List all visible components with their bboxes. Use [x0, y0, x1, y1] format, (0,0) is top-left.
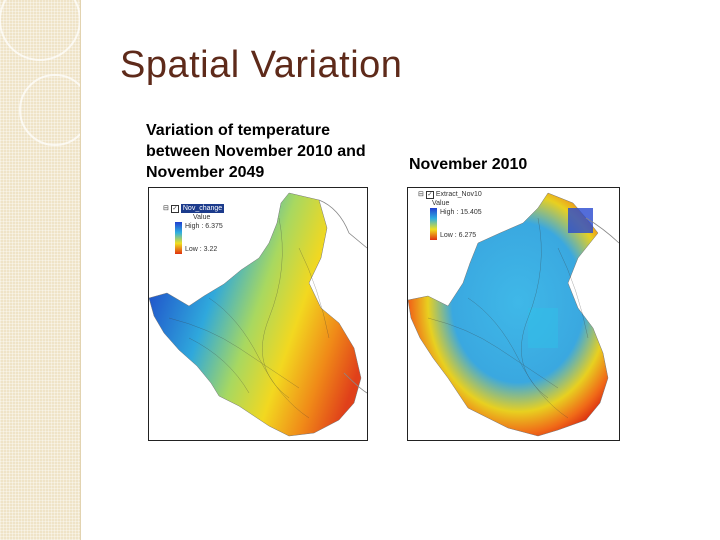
legend-field: Value	[193, 214, 211, 221]
temperature-change-map: ⊟ ✓ Nov_change Value High : 6.375 Low : …	[148, 187, 368, 441]
legend-high-label: High : 15.405	[440, 209, 482, 216]
decorative-circles	[0, 0, 80, 146]
temperature-change-map-image	[149, 192, 367, 437]
november-2010-map-image	[408, 192, 619, 437]
left-map-legend: ⊟ ✓ Nov_change Value High : 6.375 Low : …	[163, 204, 225, 254]
decorative-side-strip	[0, 0, 81, 540]
slide-title: Spatial Variation	[120, 44, 403, 86]
legend-low-label: Low : 6.275	[440, 232, 477, 239]
november-2010-map: ⊟ ✓ Extract_Nov10 Value High : 15.405 Lo…	[407, 187, 620, 441]
legend-low-label: Low : 3.22	[185, 246, 218, 253]
right-map-legend: ⊟ ✓ Extract_Nov10 Value High : 15.405 Lo…	[418, 190, 482, 240]
legend-high-label: High : 6.375	[185, 223, 223, 230]
legend-color-ramp	[430, 208, 437, 240]
legend-field: Value	[432, 200, 450, 207]
layer-visibility-checkbox[interactable]: ✓	[170, 204, 179, 213]
legend-color-ramp	[175, 222, 182, 254]
legend-layer-name: Extract_Nov10	[435, 191, 482, 198]
right-map-caption: November 2010	[409, 156, 528, 173]
layer-visibility-checkbox[interactable]: ✓	[425, 190, 434, 199]
left-map-caption: Variation of temperature between Novembe…	[146, 122, 366, 181]
legend-layer-name: Nov_change	[180, 204, 225, 213]
